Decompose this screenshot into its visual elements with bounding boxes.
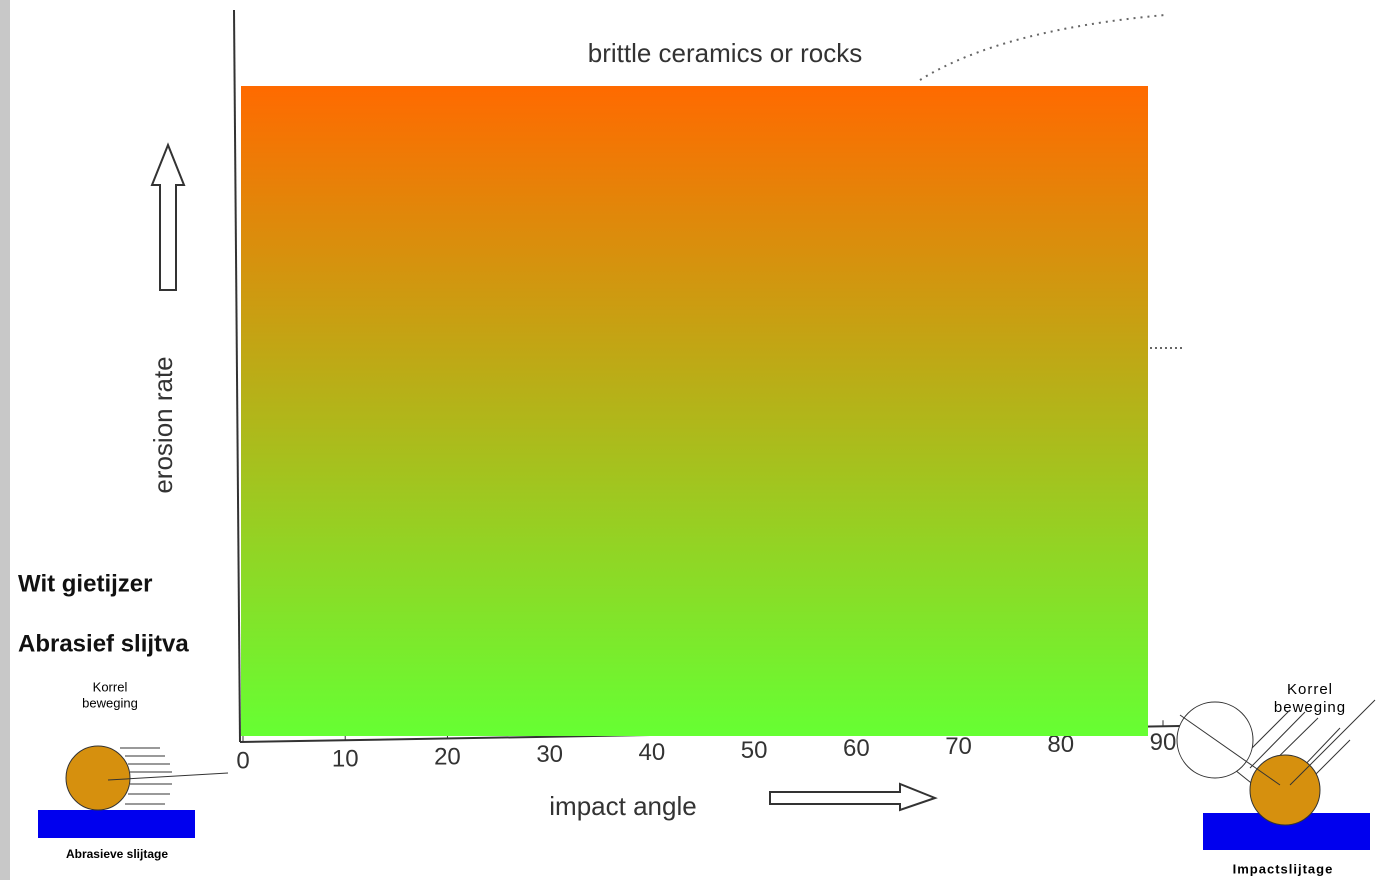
arrow — [1289, 699, 1376, 786]
chart-title: brittle ceramics or rocks — [588, 38, 863, 68]
arrow — [150, 142, 186, 291]
overlay — [241, 86, 1148, 736]
heading: Wit gietijzer — [18, 570, 152, 597]
x-tick-label: 40 — [639, 739, 666, 766]
x-tick-label: 70 — [945, 733, 972, 760]
y-axis — [233, 9, 241, 743]
x-tick-label: 0 — [236, 747, 249, 774]
x-tick-label: 50 — [741, 737, 768, 764]
x-tick-label: 90 — [1150, 729, 1177, 756]
figure-label: Korrel — [93, 679, 128, 694]
arrow — [1179, 714, 1281, 786]
figure-label: beweging — [1274, 699, 1346, 716]
x-tick-label: 60 — [843, 735, 870, 762]
arrow — [769, 782, 938, 812]
x-tick-label: 20 — [434, 743, 461, 770]
motion-lines — [120, 747, 172, 805]
x-tick-label: 30 — [536, 741, 563, 768]
figure-caption: Abrasieve slijtage — [66, 847, 168, 861]
y-axis-label: erosion rate — [148, 356, 178, 493]
subheading: Abrasief slijtva — [18, 630, 189, 657]
surface — [38, 810, 195, 838]
grain — [65, 745, 131, 811]
edge — [0, 0, 10, 880]
x-tick-label: 10 — [332, 745, 359, 772]
x-axis-label: impact angle — [549, 791, 696, 821]
curve-fragment — [919, 14, 1166, 81]
figure-label: beweging — [82, 695, 138, 710]
figure-label: Korrel — [1287, 681, 1333, 698]
figure-caption: Impactslijtage — [1233, 861, 1334, 876]
arrow — [107, 772, 229, 781]
